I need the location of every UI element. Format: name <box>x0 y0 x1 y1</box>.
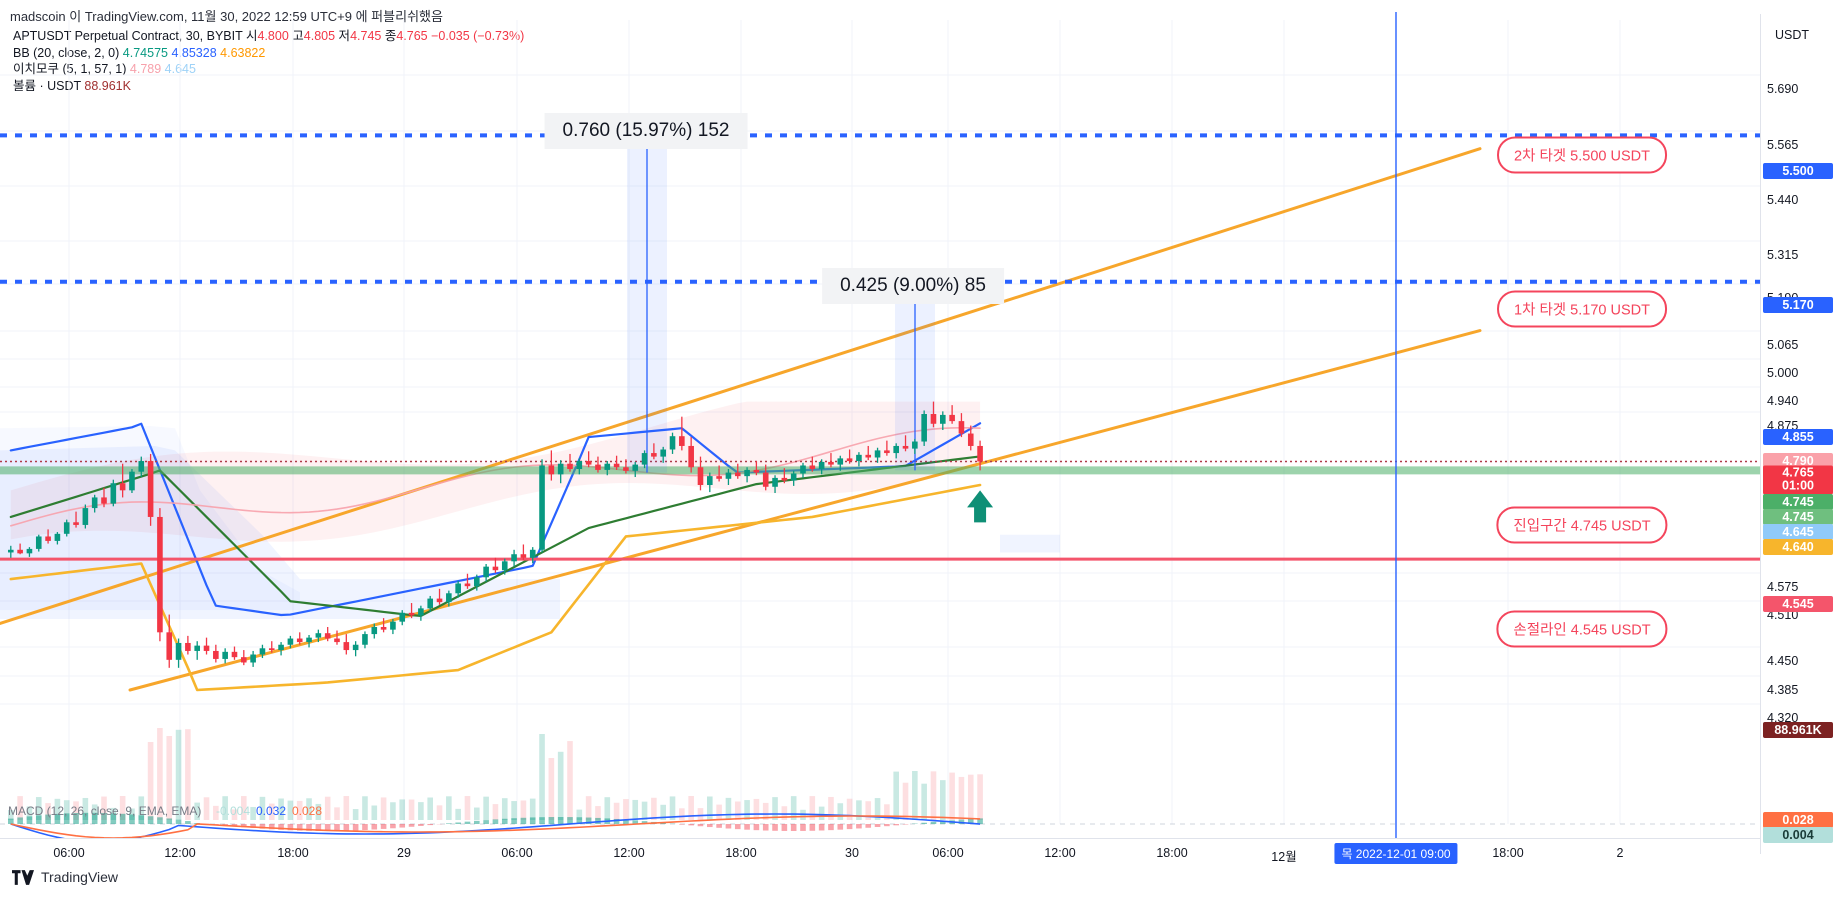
legend-row-bb[interactable]: BB (20, close, 2, 0) 4.74575 4.85328 4.6… <box>13 45 524 62</box>
legend-row-volume[interactable]: 볼륨 · USDT 88.961K <box>13 78 524 95</box>
volume-histogram <box>8 728 983 820</box>
ohlc-change: −0.035 (−0.73%) <box>431 29 525 43</box>
price-tick: 5.315 <box>1767 248 1799 262</box>
bb-upper: 4.85328 <box>171 45 217 60</box>
badge-last-price[interactable]: 4.765 01:00 <box>1763 465 1833 495</box>
price-tick: 4.320 <box>1767 711 1799 725</box>
macd-value: 0.032 <box>256 804 286 818</box>
macd-hist-value: -0.004 <box>216 804 250 818</box>
time-tick: 29 <box>397 846 411 860</box>
price-tick: 4.575 <box>1767 580 1799 594</box>
time-axis[interactable]: 06:00 12:00 18:00 29 06:00 12:00 18:00 30 06:00 1… <box>0 838 1760 866</box>
bb-basis-line <box>9 455 982 618</box>
time-tick: 18:00 <box>1492 846 1524 860</box>
badge-bb-basis[interactable]: 4.745 <box>1763 494 1833 510</box>
callout-entry[interactable]: 진입구간 4.745 USDT <box>1496 506 1668 544</box>
symbol-title[interactable]: APTUSDT Perpetual Contract, 30, BYBIT <box>13 29 243 43</box>
publish-info: madscoin 이 TradingView.com, 11월 30, 2022… <box>10 9 443 24</box>
trend-line-upper <box>0 147 1482 625</box>
time-tick: 12:00 <box>164 846 196 860</box>
volume-value: 88.961K <box>84 78 131 93</box>
ohlc-open-value: 4.800 <box>257 29 289 43</box>
price-tick: 5.565 <box>1767 138 1799 152</box>
badge-last-price-time: 01:00 <box>1782 478 1814 493</box>
price-tick: 5.440 <box>1767 193 1799 207</box>
ichimoku-title[interactable]: 이치모쿠 (5, 1, 57, 1) <box>13 62 127 76</box>
time-tick: 18:00 <box>725 846 757 860</box>
macd-line <box>10 813 981 843</box>
bb-basis: 4.74575 <box>122 45 168 60</box>
ohlc-low-value: 4.745 <box>350 29 382 43</box>
time-tick: 06:00 <box>501 846 533 860</box>
badge-ichimoku-conversion[interactable]: 4.790 <box>1763 453 1833 469</box>
price-chart[interactable]: MACD (12, 26, close, 9, EMA, EMA) -0.004 0… <box>0 0 1760 866</box>
chart-legend: APTUSDT Perpetual Contract, 30, BYBIT 시4… <box>13 28 524 94</box>
badge-ichimoku-base[interactable]: 4.645 <box>1763 524 1833 540</box>
candles <box>8 401 983 668</box>
badge-volume[interactable]: 88.961K <box>1763 722 1833 738</box>
bb-lower: 4.63822 <box>220 45 266 60</box>
measure-label-2: 0.425 (9.00%) 85 <box>822 268 1004 304</box>
badge-macd-signal[interactable]: 0.028 <box>1763 812 1833 828</box>
ohlc-close-label: 종 <box>384 29 397 43</box>
chart-grid <box>0 20 1760 824</box>
price-tick: 4.450 <box>1767 654 1799 668</box>
price-axis[interactable]: USDT5.6905.5655.4405.3155.1905.0655.0004… <box>1760 14 1834 854</box>
time-tick: 12:00 <box>1044 846 1076 860</box>
ohlc-high-label: 고 <box>292 29 304 43</box>
tradingview-logo-icon <box>12 869 34 885</box>
callout-target-2[interactable]: 2차 타겟 5.500 USDT <box>1497 136 1667 174</box>
ohlc-high-value: 4.805 <box>303 29 336 43</box>
trend-line-lower <box>128 329 1482 692</box>
callout-target-1[interactable]: 1차 타겟 5.170 USDT <box>1497 290 1667 328</box>
volume-title[interactable]: 볼륨 · USDT <box>13 78 81 93</box>
callout-stoploss[interactable]: 손절라인 4.545 USDT <box>1496 610 1668 648</box>
badge-bb-lower[interactable]: 4.640 <box>1763 539 1833 555</box>
time-tick: 06:00 <box>932 846 964 860</box>
macd-legend[interactable]: MACD (12, 26, close, 9, EMA, EMA) <box>8 804 201 818</box>
time-tick: 18:00 <box>277 846 309 860</box>
time-tick: 30 <box>845 846 859 860</box>
ichimoku-cloud-blue <box>0 445 300 620</box>
badge-target-2[interactable]: 5.500 <box>1763 163 1833 179</box>
ohlc-open-label: 시 <box>245 29 258 43</box>
badge-bb-upper[interactable]: 4.855 <box>1763 429 1833 445</box>
time-tick: 06:00 <box>53 846 85 860</box>
crosshair-time-badge: 목 2022-12-01 09:00 <box>1334 843 1458 864</box>
badge-target-1[interactable]: 5.170 <box>1763 297 1833 313</box>
measure-box-1[interactable] <box>627 135 667 473</box>
price-axis-unit: USDT <box>1775 28 1810 42</box>
badge-stoploss[interactable]: 4.545 <box>1763 596 1833 612</box>
bb-title[interactable]: BB (20, close, 2, 0) <box>13 45 120 60</box>
price-tick: 5.690 <box>1767 82 1799 96</box>
price-tick: 5.065 <box>1767 338 1799 352</box>
footer: TradingView <box>12 869 118 885</box>
time-tick: 12:00 <box>613 846 645 860</box>
measure-label-1: 0.760 (15.97%) 152 <box>544 113 748 149</box>
ichimoku-conversion: 4.789 <box>129 62 162 76</box>
macd-pane: MACD (12, 26, close, 9, EMA, EMA) -0.004 0… <box>0 804 1760 843</box>
bb-lower-line <box>9 483 982 692</box>
ohlc-low-label: 저 <box>338 29 351 43</box>
macd-signal-line <box>10 815 981 839</box>
trend-lines <box>0 147 1482 692</box>
badge-macd-hist[interactable]: 0.004 <box>1763 827 1833 843</box>
levels <box>0 133 1760 561</box>
tradingview-label: TradingView <box>41 869 119 885</box>
time-tick: 2 <box>1616 846 1624 860</box>
price-tick: 5.000 <box>1767 366 1799 380</box>
ichimoku-cloud-blue-3 <box>1000 534 1060 553</box>
price-tick: 4.940 <box>1767 394 1799 408</box>
badge-entry[interactable]: 4.745 <box>1763 509 1833 525</box>
time-tick: 18:00 <box>1156 846 1188 860</box>
time-tick: 12월 <box>1271 850 1297 864</box>
macd-signal-value: 0.028 <box>292 804 322 818</box>
buy-arrow-marker[interactable] <box>967 490 994 523</box>
price-tick: 4.385 <box>1767 683 1799 697</box>
